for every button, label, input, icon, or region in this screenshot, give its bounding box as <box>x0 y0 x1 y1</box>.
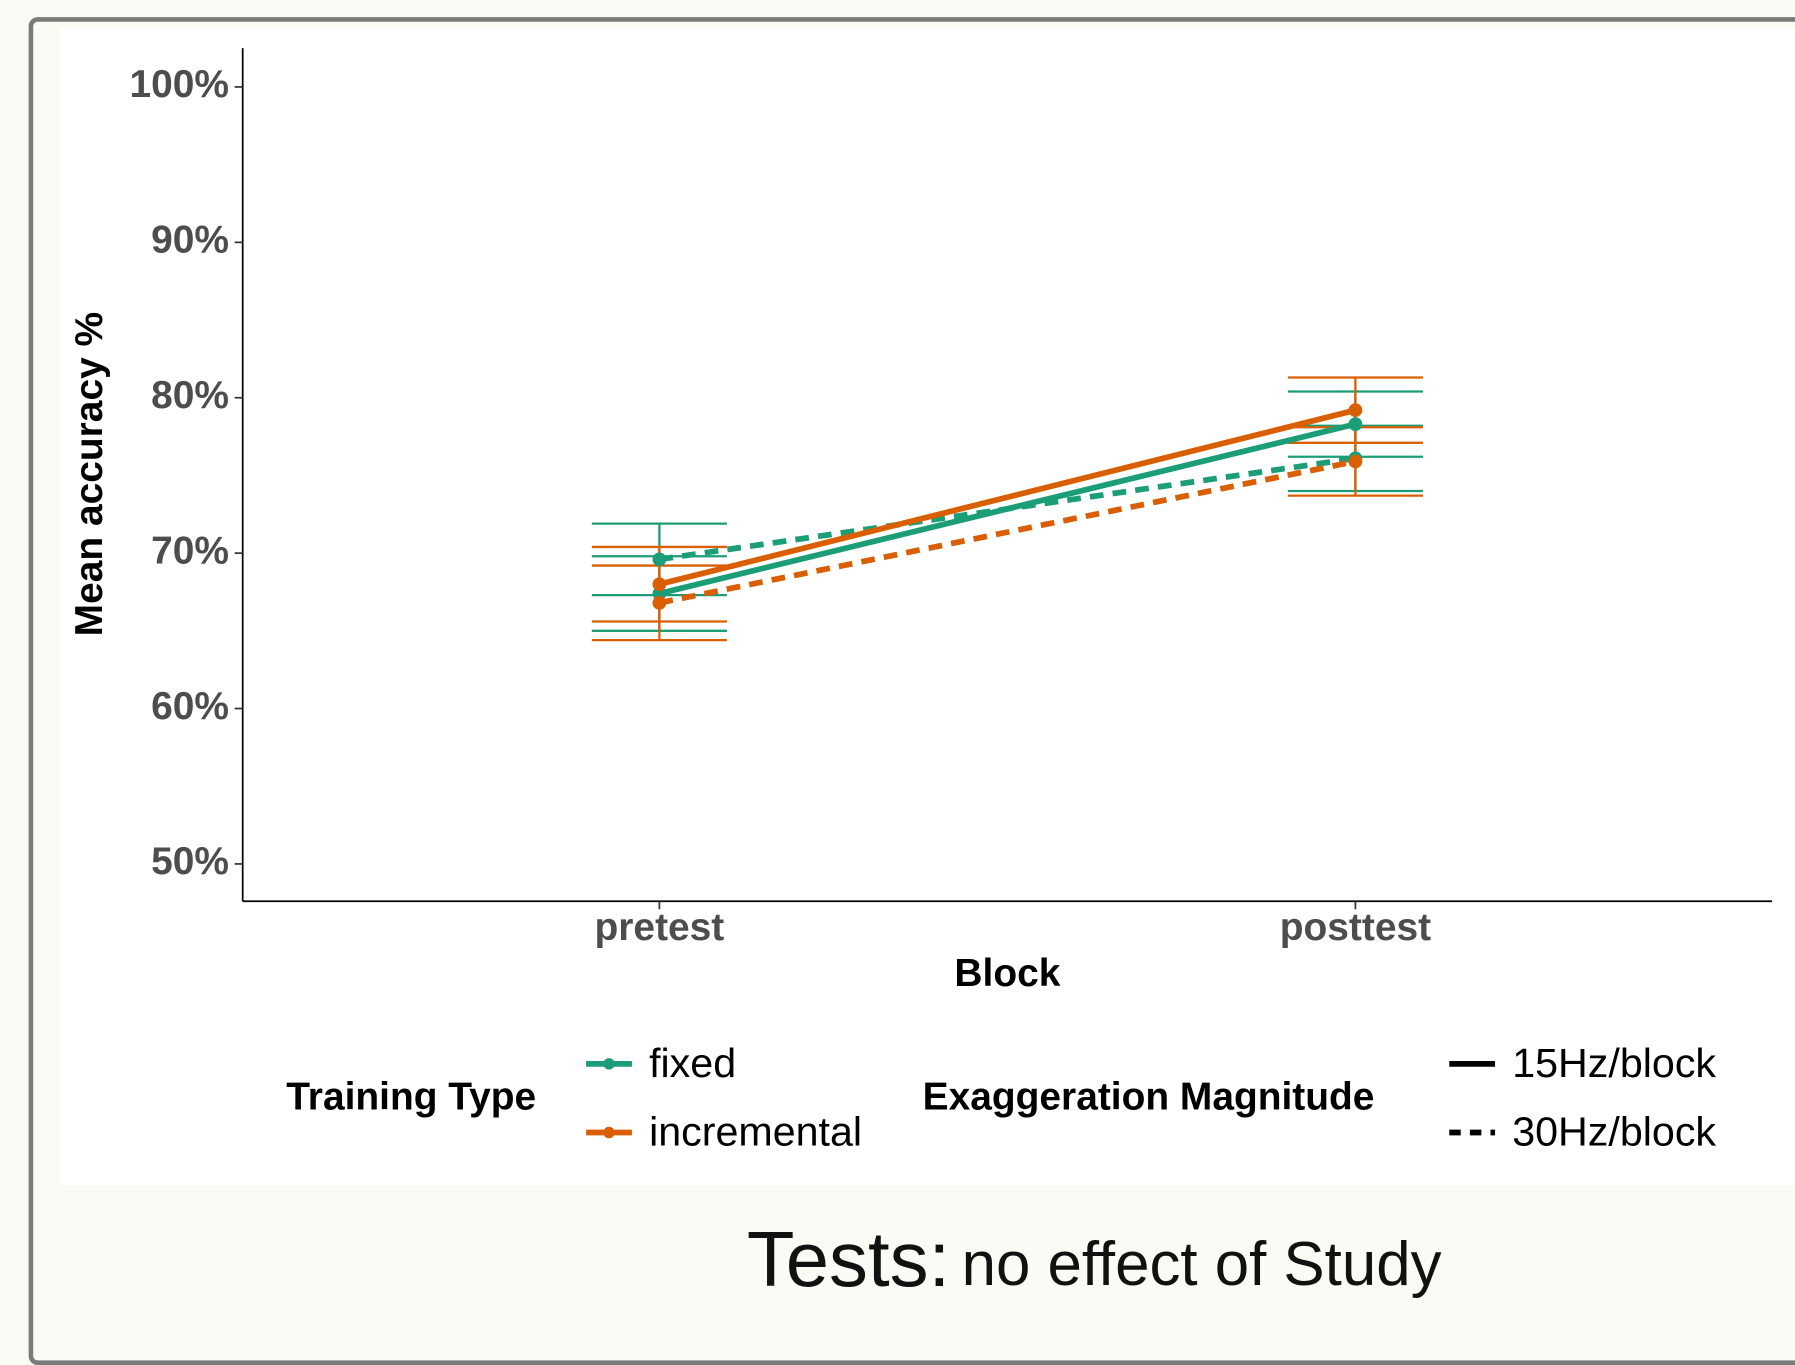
y-tick-label: 60% <box>151 685 229 728</box>
point <box>1348 417 1363 432</box>
x-axis-label: Block <box>954 952 1060 995</box>
legend-title: Exaggeration Magnitude <box>923 1076 1375 1119</box>
chart-panel <box>59 28 1795 1186</box>
point <box>1348 454 1363 469</box>
legend-title: Training Type <box>286 1076 536 1119</box>
legend-key-point <box>603 1126 615 1139</box>
point <box>1348 403 1363 418</box>
legend-key-point <box>603 1058 615 1070</box>
legend-label: fixed <box>649 1040 736 1086</box>
series-line <box>658 407 1357 587</box>
point <box>652 577 667 592</box>
series-line <box>658 455 1356 563</box>
y-axis-label: Mean accuracy % <box>68 312 111 636</box>
x-tick-label: posttest <box>1280 906 1431 949</box>
y-tick-label: 50% <box>151 840 229 883</box>
caption-text: no effect of Study <box>962 1230 1442 1299</box>
y-tick-label: 80% <box>151 374 229 417</box>
x-tick-label: pretest <box>595 906 725 949</box>
point <box>652 552 667 567</box>
series-line <box>658 458 1356 606</box>
caption-lead: Tests: <box>747 1217 950 1303</box>
y-tick-label: 70% <box>151 529 229 572</box>
point <box>652 595 667 610</box>
legend-label: 30Hz/block <box>1512 1109 1716 1155</box>
legend-label: 15Hz/block <box>1512 1040 1716 1086</box>
legend-label: incremental <box>649 1109 862 1155</box>
y-tick-label: 100% <box>129 63 228 106</box>
y-tick-label: 90% <box>151 219 229 262</box>
